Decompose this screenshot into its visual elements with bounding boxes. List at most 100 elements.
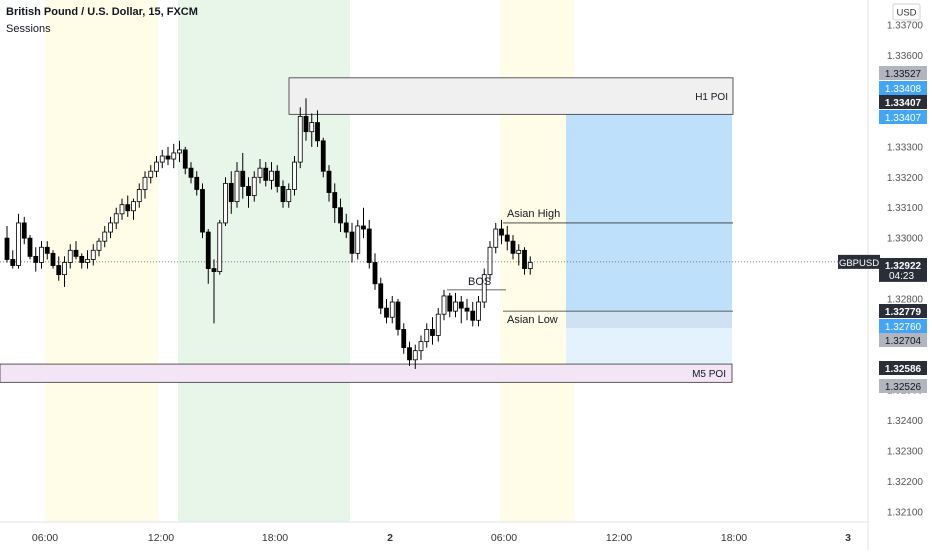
price-tag[interactable]: 1.33408 xyxy=(879,81,927,95)
candle[interactable] xyxy=(476,295,481,327)
price-tag[interactable]: 1.32779 xyxy=(879,304,927,318)
candle[interactable] xyxy=(67,244,73,269)
candle[interactable] xyxy=(194,171,200,196)
candle[interactable] xyxy=(148,165,154,184)
candle[interactable] xyxy=(366,219,372,269)
candle[interactable] xyxy=(113,207,119,230)
candle[interactable] xyxy=(527,256,533,275)
candle[interactable] xyxy=(79,253,85,269)
candle[interactable] xyxy=(516,244,522,266)
candle[interactable] xyxy=(33,247,39,272)
candle[interactable] xyxy=(182,146,188,175)
candle[interactable] xyxy=(441,289,447,321)
m5-poi-zone[interactable] xyxy=(0,363,733,383)
candle[interactable] xyxy=(493,222,499,254)
price-tag[interactable]: 1.33407 xyxy=(879,95,927,109)
candle[interactable] xyxy=(447,292,453,318)
candle[interactable] xyxy=(165,146,171,166)
candle[interactable] xyxy=(234,162,240,208)
candle[interactable] xyxy=(274,165,280,193)
candle[interactable] xyxy=(217,219,223,275)
candle[interactable] xyxy=(50,250,56,269)
candle[interactable] xyxy=(44,241,50,260)
candle[interactable] xyxy=(251,171,257,202)
candle[interactable] xyxy=(338,198,343,233)
candle[interactable] xyxy=(211,259,217,324)
indicator-label[interactable]: Sessions xyxy=(6,23,51,35)
currency-badge[interactable] xyxy=(892,3,921,21)
h1-poi-zone[interactable] xyxy=(288,77,734,115)
candle[interactable] xyxy=(4,225,10,263)
candle[interactable] xyxy=(73,241,79,260)
candle[interactable] xyxy=(280,180,286,208)
candle[interactable] xyxy=(487,241,493,281)
candle[interactable] xyxy=(102,225,108,248)
candle[interactable] xyxy=(389,295,395,324)
candle[interactable] xyxy=(470,302,476,327)
candle[interactable] xyxy=(481,268,487,309)
candle[interactable] xyxy=(458,295,464,324)
candle[interactable] xyxy=(269,162,274,190)
candle[interactable] xyxy=(326,165,332,202)
candle[interactable] xyxy=(10,250,16,269)
symbol-tag[interactable] xyxy=(838,254,880,269)
candle[interactable] xyxy=(246,177,251,208)
candle[interactable] xyxy=(372,253,378,290)
candle[interactable] xyxy=(297,107,303,169)
candle[interactable] xyxy=(27,235,33,260)
candle[interactable] xyxy=(384,298,389,324)
candle[interactable] xyxy=(378,277,384,315)
candle[interactable] xyxy=(119,198,125,220)
candle[interactable] xyxy=(286,183,292,208)
candle[interactable] xyxy=(142,171,148,199)
price-tag[interactable]: 1.32586 xyxy=(879,361,927,375)
candle[interactable] xyxy=(292,156,297,196)
candle[interactable] xyxy=(315,110,320,147)
price-tag[interactable]: 1.32922 xyxy=(879,258,927,272)
candle[interactable] xyxy=(522,247,527,275)
candle[interactable] xyxy=(205,229,211,284)
candle[interactable] xyxy=(171,143,177,169)
price-tag[interactable]: 1.32760 xyxy=(879,319,927,333)
candle[interactable] xyxy=(424,323,430,348)
candle[interactable] xyxy=(177,140,182,163)
candle[interactable] xyxy=(401,323,407,354)
candle[interactable] xyxy=(395,298,401,336)
candle[interactable] xyxy=(62,256,67,287)
candle[interactable] xyxy=(228,171,234,214)
candle[interactable] xyxy=(96,238,102,257)
candle[interactable] xyxy=(240,152,246,199)
candle[interactable] xyxy=(361,207,366,239)
candle[interactable] xyxy=(125,195,131,217)
candle[interactable] xyxy=(56,256,62,281)
candle[interactable] xyxy=(504,225,510,251)
candle[interactable] xyxy=(430,317,435,345)
candle[interactable] xyxy=(303,98,309,141)
candle[interactable] xyxy=(200,183,205,239)
price-tag[interactable]: 1.32526 xyxy=(879,379,927,393)
candle[interactable] xyxy=(131,198,136,220)
candle[interactable] xyxy=(412,344,418,369)
candle[interactable] xyxy=(418,335,424,360)
candle[interactable] xyxy=(355,219,361,260)
candle[interactable] xyxy=(154,156,159,178)
candle[interactable] xyxy=(136,183,142,208)
entry-zone[interactable] xyxy=(566,311,732,329)
price-tag[interactable]: 1.33407 xyxy=(879,110,927,124)
candle[interactable] xyxy=(464,298,470,321)
candle[interactable] xyxy=(320,137,326,178)
candle[interactable] xyxy=(39,241,44,269)
candle[interactable] xyxy=(510,235,516,260)
price-tag[interactable]: 1.33527 xyxy=(879,66,927,80)
stop-zone[interactable] xyxy=(566,328,732,365)
candle[interactable] xyxy=(85,250,90,269)
target-zone[interactable] xyxy=(566,114,732,312)
candle[interactable] xyxy=(407,341,412,366)
candle[interactable] xyxy=(499,219,504,245)
candle[interactable] xyxy=(332,183,338,223)
candle[interactable] xyxy=(21,216,27,245)
candle[interactable] xyxy=(349,222,355,263)
candle[interactable] xyxy=(223,177,228,226)
